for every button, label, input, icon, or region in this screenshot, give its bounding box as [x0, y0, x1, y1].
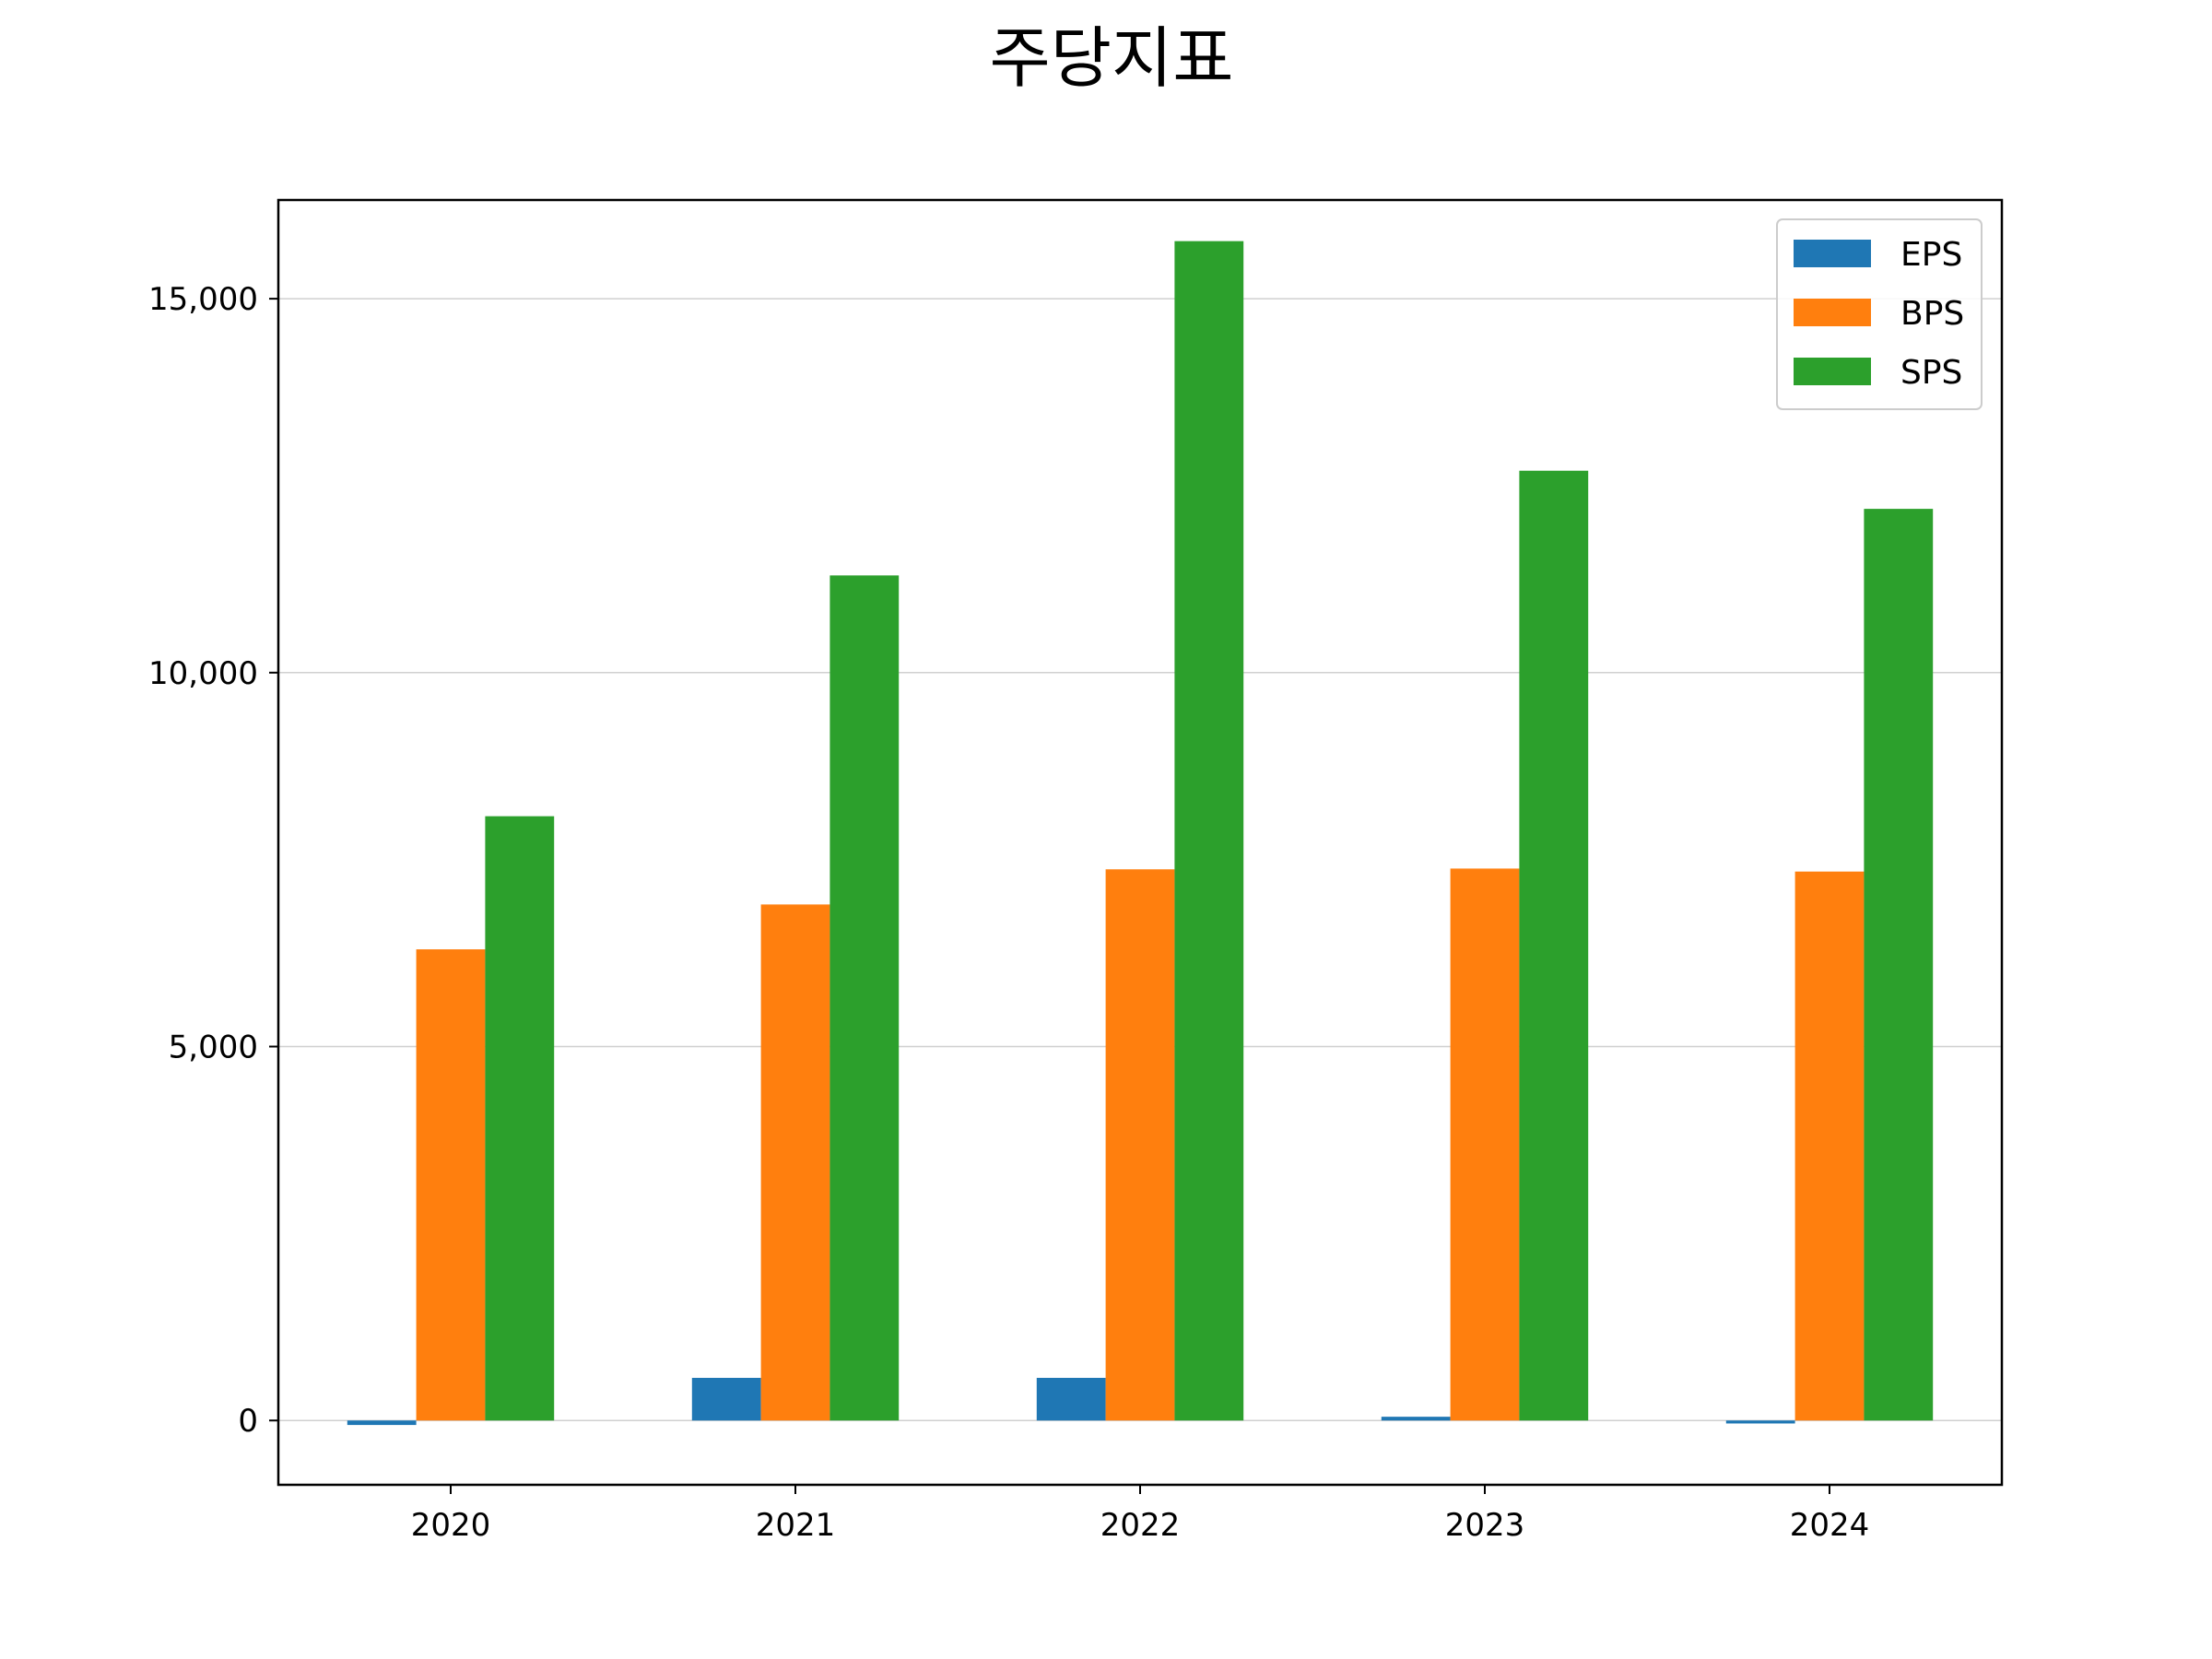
- bar-sps-2023: [1519, 470, 1589, 1421]
- legend-label-eps: EPS: [1900, 236, 1962, 274]
- bar-eps-2023: [1381, 1417, 1451, 1421]
- chart-title: 주당지표: [990, 19, 1234, 97]
- bar-bps-2021: [760, 904, 830, 1421]
- x-tick-label: 2022: [1100, 1507, 1181, 1544]
- x-tick-label: 2020: [411, 1507, 491, 1544]
- bar-eps-2020: [347, 1420, 417, 1426]
- bar-eps-2022: [1036, 1377, 1106, 1421]
- legend-swatch-bps: [1794, 299, 1871, 326]
- legend-swatch-eps: [1794, 240, 1871, 267]
- y-tick-label: 15,000: [148, 281, 258, 318]
- x-tick-label: 2024: [1790, 1507, 1870, 1544]
- y-tick-label: 10,000: [148, 655, 258, 692]
- legend: EPS BPS SPS: [1776, 218, 1983, 410]
- bar-sps-2020: [485, 816, 555, 1421]
- legend-swatch-sps: [1794, 358, 1871, 385]
- y-tick-label: 0: [238, 1403, 258, 1440]
- bar-sps-2024: [1864, 509, 1934, 1421]
- bars: [347, 241, 1934, 1426]
- legend-label-bps: BPS: [1900, 295, 1964, 333]
- bar-bps-2023: [1450, 868, 1520, 1421]
- x-axis: 2020 2021 2022 2023 2024: [411, 1485, 1870, 1544]
- bar-bps-2020: [416, 949, 486, 1421]
- x-tick-label: 2023: [1445, 1507, 1525, 1544]
- legend-label-sps: SPS: [1900, 354, 1962, 392]
- bar-bps-2024: [1794, 871, 1865, 1421]
- bar-sps-2022: [1174, 241, 1244, 1421]
- y-axis: 0 5,000 10,000 15,000: [148, 281, 278, 1440]
- bar-sps-2021: [830, 575, 900, 1421]
- bar-eps-2024: [1725, 1420, 1795, 1424]
- y-tick-label: 5,000: [169, 1030, 258, 1066]
- bar-bps-2022: [1105, 869, 1175, 1421]
- x-tick-label: 2021: [756, 1507, 836, 1544]
- bar-eps-2021: [691, 1377, 761, 1421]
